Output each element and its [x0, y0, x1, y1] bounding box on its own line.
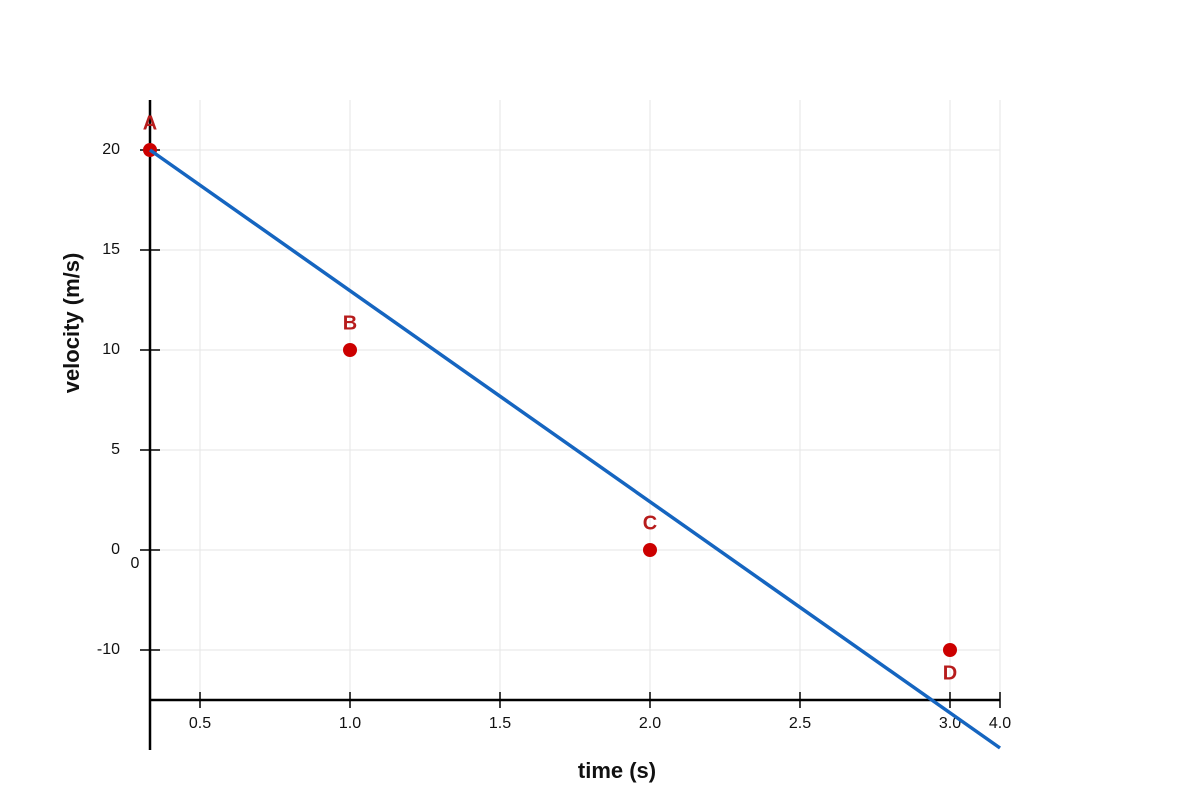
data-point	[343, 343, 358, 357]
point-label: B	[343, 312, 357, 334]
data-point	[942, 643, 957, 657]
point-label: C	[643, 512, 657, 534]
y-tick-label: -10	[97, 641, 120, 658]
x-tick-label: 1.0	[339, 715, 361, 732]
data-point	[642, 543, 657, 557]
point-label: A	[143, 112, 157, 134]
y-tick-label: 0	[111, 541, 120, 558]
x-tick-label: 1.5	[489, 715, 511, 732]
x-tick-label: 3.0	[939, 715, 961, 732]
x-tick-label: 0.5	[189, 715, 211, 732]
y-axis-title: velocity (m/s)	[59, 253, 84, 394]
origin-label: 0	[131, 555, 140, 572]
point-label: D	[943, 662, 957, 684]
fit-line	[148, 148, 1002, 750]
x-tick-label: 2.0	[639, 715, 661, 732]
y-tick-label: 20	[102, 141, 120, 158]
y-tick-label: 10	[102, 341, 120, 358]
x-tick-label: 4.0	[989, 715, 1011, 732]
x-tick-label: 2.5	[789, 715, 811, 732]
y-tick-label: 5	[111, 441, 120, 458]
y-tick-label: 15	[102, 241, 120, 258]
x-axis-title: time (s)	[578, 758, 656, 783]
